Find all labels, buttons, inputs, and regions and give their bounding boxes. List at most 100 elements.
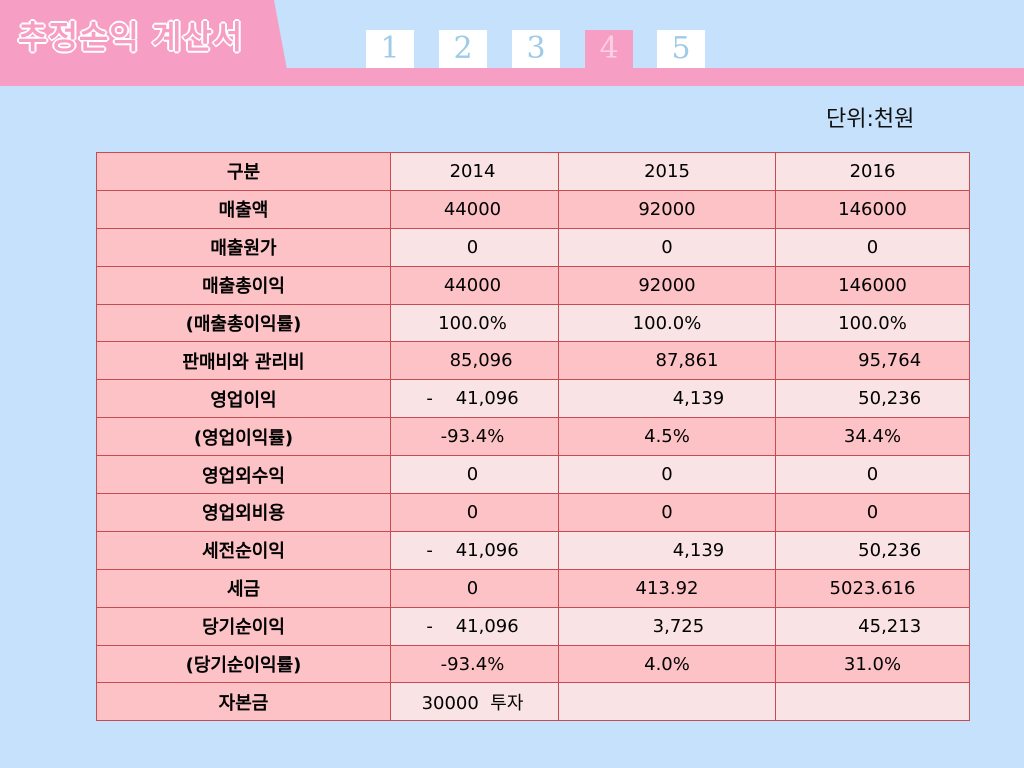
table-row: 당기순이익 - 41,096 3,725 45,213 <box>96 606 970 646</box>
cell-text: 413.92 <box>635 577 699 599</box>
value-cell: 44000 <box>390 189 559 229</box>
value-cell: 3,725 <box>558 606 776 646</box>
value-cell: 5023.616 <box>775 568 970 608</box>
cell-text: 100.0% <box>838 312 907 334</box>
table-header-row: 구분 2014 2015 2016 <box>96 152 970 191</box>
value-cell: 413.92 <box>558 568 776 608</box>
cell-text: 34.4% <box>843 426 902 448</box>
value-cell: 100.0% <box>558 303 776 343</box>
table-row: (매출총이익률) 100.0% 100.0% 100.0% <box>96 303 970 343</box>
page-tab-2[interactable]: 2 <box>439 30 487 68</box>
cell-text: 92000 <box>638 198 696 220</box>
value-cell: 0 <box>558 455 776 495</box>
value-cell: -93.4% <box>390 417 559 457</box>
cell-text: 0 <box>661 501 673 523</box>
table-row: 매출총이익 44000 92000 146000 <box>96 265 970 305</box>
cell-text: 0 <box>866 501 879 523</box>
cell-text: 4.0% <box>644 653 690 675</box>
value-cell: 0 <box>775 227 970 267</box>
cell-text: 30000 투자 <box>421 692 524 714</box>
row-label: (매출총이익률) <box>96 303 391 343</box>
row-label: (영업이익률) <box>96 417 391 457</box>
cell-text: 2016 <box>849 160 896 182</box>
cell-text: 87,861 <box>615 350 719 372</box>
cell-text: 100.0% <box>438 312 507 334</box>
income-statement-table: 구분 2014 2015 2016 매출액 44000 92000 146000 매출원가 0 0 0… <box>96 152 970 722</box>
table-row: 판매비와 관리비 85,096 87,861 95,764 <box>96 341 970 381</box>
cell-text: 0 <box>661 236 673 258</box>
value-cell: 4,139 <box>558 379 776 419</box>
row-label: 영업외비용 <box>96 493 391 532</box>
cell-text: 45,213 <box>823 615 922 637</box>
value-cell: 4.5% <box>558 417 776 457</box>
value-cell: -93.4% <box>390 644 559 684</box>
year-header-cell: 2016 <box>775 152 970 191</box>
value-cell <box>775 682 970 722</box>
value-cell: 0 <box>775 493 970 532</box>
cell-text: 50,236 <box>823 388 922 410</box>
row-label: 자본금 <box>96 682 391 722</box>
header-cell: 구분 <box>96 152 391 191</box>
cell-text: 85,096 <box>432 350 513 372</box>
row-label: 매출총이익 <box>96 265 391 305</box>
row-label: 세전순이익 <box>96 530 391 570</box>
cell-text: 146000 <box>838 274 907 296</box>
table-row: (당기순이익률) -93.4% 4.0% 31.0% <box>96 644 970 684</box>
value-cell: 0 <box>558 227 776 267</box>
table-row: 자본금 30000 투자 <box>96 682 970 722</box>
value-cell: 50,236 <box>775 379 970 419</box>
value-cell: 0 <box>390 568 559 608</box>
value-cell: 85,096 <box>390 341 559 381</box>
cell-text: - 41,096 <box>426 539 519 561</box>
cell-text: 44000 <box>443 198 502 220</box>
row-label: 판매비와 관리비 <box>96 341 391 381</box>
value-cell: 0 <box>775 455 970 495</box>
value-cell <box>558 682 776 722</box>
value-cell: 0 <box>390 493 559 532</box>
title-tab <box>0 0 290 86</box>
page-tab-3[interactable]: 3 <box>512 30 560 68</box>
page-tab-5[interactable]: 5 <box>657 30 705 68</box>
cell-text: - 41,096 <box>426 388 519 410</box>
value-cell: 4.0% <box>558 644 776 684</box>
row-label: 당기순이익 <box>96 606 391 646</box>
row-label: 영업이익 <box>96 379 391 419</box>
page-tab-1[interactable]: 1 <box>366 30 414 68</box>
table-row: 영업이익 - 41,096 4,139 50,236 <box>96 379 970 419</box>
table-row: 영업외수익 0 0 0 <box>96 455 970 495</box>
value-cell: 30000 투자 <box>390 682 559 722</box>
value-cell: 0 <box>390 227 559 267</box>
value-cell: 50,236 <box>775 530 970 570</box>
cell-text: 0 <box>466 501 479 523</box>
table-row: 세금 0 413.92 5023.616 <box>96 568 970 608</box>
cell-text: - 41,096 <box>426 615 519 637</box>
cell-text: 0 <box>466 464 479 486</box>
cell-text: 44000 <box>443 274 502 296</box>
year-header-cell: 2015 <box>558 152 776 191</box>
row-label: 매출액 <box>96 189 391 229</box>
cell-text: 5023.616 <box>829 577 916 599</box>
cell-text: 0 <box>466 577 479 599</box>
page-title: 추정손익 계산서 <box>18 18 244 56</box>
value-cell: 92000 <box>558 265 776 305</box>
value-cell: 87,861 <box>558 341 776 381</box>
cell-text: 50,236 <box>823 539 922 561</box>
row-label: 매출원가 <box>96 227 391 267</box>
value-cell: 100.0% <box>775 303 970 343</box>
year-header-cell: 2014 <box>390 152 559 191</box>
cell-text: 4,139 <box>609 388 725 410</box>
value-cell: 100.0% <box>390 303 559 343</box>
value-cell: 146000 <box>775 265 970 305</box>
value-cell: 0 <box>558 493 776 532</box>
cell-text: 3,725 <box>629 615 705 637</box>
cell-text: 100.0% <box>632 312 702 334</box>
page-tab-4[interactable]: 4 <box>585 30 633 68</box>
row-label: 영업외수익 <box>96 455 391 495</box>
cell-text: 0 <box>466 236 479 258</box>
table-row: 세전순이익 - 41,096 4,139 50,236 <box>96 530 970 570</box>
cell-text: 31.0% <box>843 653 902 675</box>
table-row: (영업이익률) -93.4% 4.5% 34.4% <box>96 417 970 457</box>
row-label: (당기순이익률) <box>96 644 391 684</box>
cell-text: -93.4% <box>440 426 505 448</box>
cell-text: 95,764 <box>823 350 922 372</box>
